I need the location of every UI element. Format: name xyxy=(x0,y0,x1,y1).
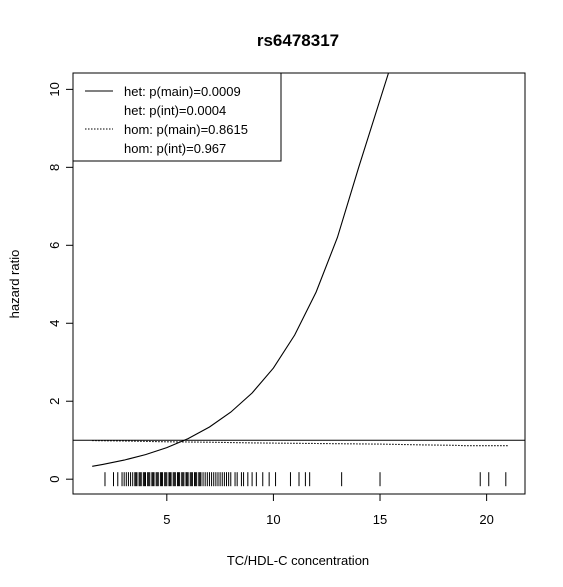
x-axis-label: TC/HDL-C concentration xyxy=(227,553,369,568)
y-tick-label: 8 xyxy=(47,164,62,171)
y-tick-label: 0 xyxy=(47,476,62,483)
legend: het: p(main)=0.0009 het: p(int)=0.0004 hom… xyxy=(73,73,281,161)
y-tick-label: 4 xyxy=(47,320,62,327)
chart-title: rs6478317 xyxy=(257,31,339,50)
y-tick-label: 2 xyxy=(47,398,62,405)
series-line-hom xyxy=(92,441,508,446)
legend-label: hom: p(int)=0.967 xyxy=(124,141,226,156)
x-tick-label: 10 xyxy=(266,512,280,527)
legend-label: het: p(main)=0.0009 xyxy=(124,84,241,99)
x-tick-label: 5 xyxy=(163,512,170,527)
legend-label: hom: p(main)=0.8615 xyxy=(124,122,248,137)
y-axis-label: hazard ratio xyxy=(7,250,22,319)
legend-label: het: p(int)=0.0004 xyxy=(124,103,226,118)
x-tick-label: 15 xyxy=(373,512,387,527)
x-tick-label: 20 xyxy=(479,512,493,527)
y-tick-label: 10 xyxy=(47,82,62,96)
y-tick-label: 6 xyxy=(47,242,62,249)
